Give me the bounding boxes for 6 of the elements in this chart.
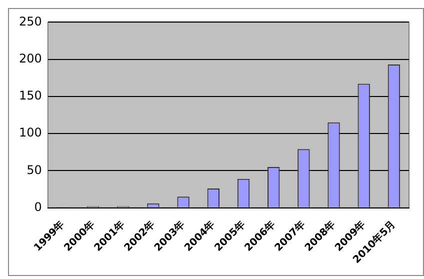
y-tick-label: 250 [19,14,42,28]
y-tick-label: 50 [26,162,42,177]
y-tick-label: 0 [34,200,42,214]
y-tick-label: 100 [19,126,42,140]
y-tick-label: 150 [19,88,42,103]
y-tick-label: 200 [19,51,42,66]
